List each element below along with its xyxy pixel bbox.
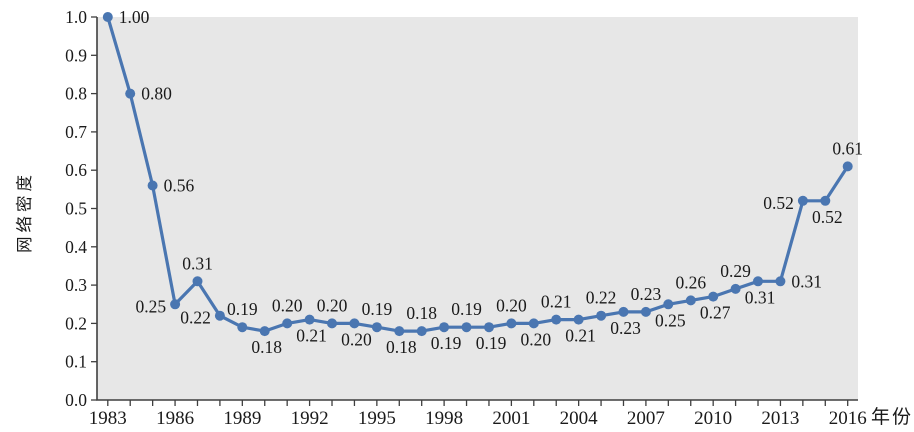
data-point-label: 0.27 <box>700 303 731 323</box>
x-axis-tick-label: 2016 <box>829 408 867 429</box>
data-point-label: 0.56 <box>164 176 195 196</box>
data-point-label: 0.18 <box>251 337 282 357</box>
data-point <box>439 322 450 333</box>
y-axis-tick-label: 1.0 <box>65 7 87 27</box>
data-point <box>394 326 405 337</box>
data-point-label: 0.29 <box>720 261 751 281</box>
x-axis-title: 年份 <box>871 406 913 428</box>
data-point <box>327 318 337 329</box>
data-point-label: 0.22 <box>180 308 211 328</box>
x-axis-tick-label: 2001 <box>492 408 530 429</box>
y-axis-tick-label: 0.7 <box>65 122 87 142</box>
data-point <box>259 326 270 337</box>
data-point-label: 0.20 <box>272 295 303 315</box>
data-point-label: 0.22 <box>586 288 617 308</box>
data-point <box>102 12 113 22</box>
data-point-label: 1.00 <box>119 7 150 27</box>
data-point <box>214 310 225 321</box>
data-point <box>170 299 181 310</box>
data-point <box>506 318 517 329</box>
data-point <box>730 283 741 294</box>
data-point <box>125 88 136 99</box>
data-point-label: 0.31 <box>791 271 822 291</box>
y-axis-tick-label: 0.1 <box>65 352 87 372</box>
data-point-label: 0.21 <box>541 292 572 312</box>
data-point-label: 0.19 <box>431 333 462 353</box>
x-axis-tick-label: 1989 <box>223 408 261 429</box>
data-point-label: 0.31 <box>182 253 213 273</box>
x-axis-tick-label: 1998 <box>425 408 463 429</box>
data-point-label: 0.52 <box>763 193 794 213</box>
y-axis-tick-label: 0.3 <box>65 275 87 295</box>
data-point <box>237 322 248 333</box>
data-point <box>596 310 607 321</box>
data-point <box>349 318 360 329</box>
data-point-label: 0.19 <box>227 299 258 319</box>
data-point-label: 0.25 <box>655 310 686 330</box>
data-point <box>753 276 763 287</box>
data-point <box>775 276 786 287</box>
data-point-label: 0.20 <box>341 329 372 349</box>
data-point <box>573 314 584 325</box>
y-axis-tick-label: 0.5 <box>65 199 87 219</box>
data-point <box>484 322 494 333</box>
data-point <box>551 314 562 325</box>
data-point-label: 0.31 <box>745 287 776 307</box>
axis-lines <box>96 17 858 401</box>
x-axis-tick-label: 2007 <box>627 408 665 429</box>
y-axis-title: 网络密度 <box>15 171 34 253</box>
data-point-label: 0.61 <box>832 138 863 158</box>
data-point-label: 0.23 <box>610 318 641 338</box>
data-point-label: 0.52 <box>812 207 843 227</box>
data-point-label: 0.19 <box>476 333 507 353</box>
data-point-label: 0.20 <box>496 295 527 315</box>
data-point <box>708 291 719 302</box>
data-point <box>282 318 293 329</box>
x-axis-tick-label: 1995 <box>358 408 396 429</box>
y-axis-tick-label: 0.0 <box>65 390 87 410</box>
data-point-label: 0.21 <box>296 326 327 346</box>
y-axis-tick-label: 0.4 <box>65 237 87 257</box>
x-axis-tick-label: 1992 <box>291 408 329 429</box>
data-point <box>640 306 651 317</box>
data-point <box>147 180 158 191</box>
x-axis-tick-label: 2010 <box>694 408 732 429</box>
x-axis-tick-label: 2013 <box>761 408 799 429</box>
data-point-label: 0.18 <box>406 303 437 323</box>
data-point-label: 0.80 <box>141 84 172 104</box>
data-point <box>618 306 629 317</box>
data-point-label: 0.20 <box>317 295 348 315</box>
y-axis-tick-label: 0.2 <box>65 313 87 333</box>
data-point-label: 0.19 <box>362 299 393 319</box>
data-point <box>528 318 539 329</box>
y-axis-tick-label: 0.8 <box>65 84 87 104</box>
data-point <box>304 314 315 325</box>
x-axis-tick-label: 2004 <box>560 408 599 429</box>
y-axis-tick-label: 0.9 <box>65 45 87 65</box>
data-point <box>685 295 696 306</box>
data-point <box>416 326 427 337</box>
y-axis-tick-label: 0.6 <box>65 160 87 180</box>
data-point-label: 0.25 <box>135 296 166 316</box>
series-line <box>106 15 850 333</box>
data-point-label: 0.20 <box>520 329 551 349</box>
data-point-label: 0.18 <box>386 337 417 357</box>
data-point-label: 0.19 <box>451 299 482 319</box>
x-axis-tick-label: 1983 <box>89 408 127 429</box>
plot-area <box>97 17 858 400</box>
data-point <box>797 195 808 206</box>
x-axis-tick-label: 1986 <box>156 408 194 429</box>
data-point <box>842 161 853 172</box>
data-point <box>371 322 382 333</box>
data-point-label: 0.21 <box>565 326 596 346</box>
data-point <box>192 276 203 287</box>
data-point <box>820 195 831 206</box>
data-point <box>663 299 674 310</box>
data-point <box>461 322 472 333</box>
data-point-label: 0.26 <box>675 272 706 292</box>
data-point-label: 0.23 <box>631 284 662 304</box>
